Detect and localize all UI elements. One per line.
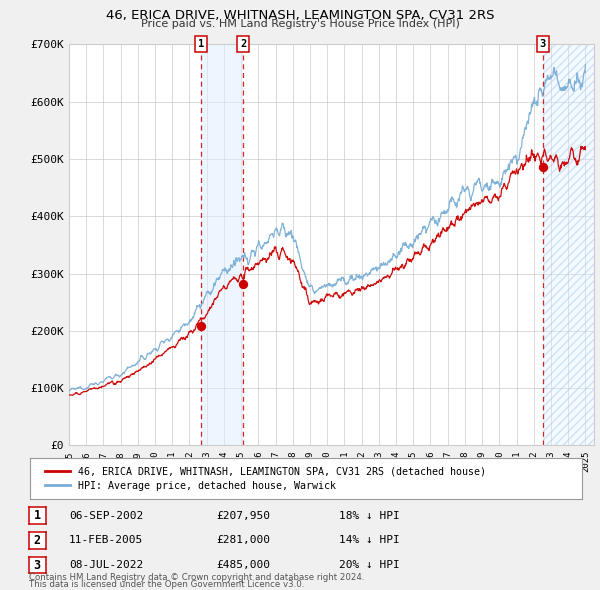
Text: 1: 1	[34, 509, 41, 522]
Text: 11-FEB-2005: 11-FEB-2005	[69, 536, 143, 545]
Text: 18% ↓ HPI: 18% ↓ HPI	[339, 511, 400, 520]
Point	[538, 163, 548, 172]
Text: £281,000: £281,000	[216, 536, 270, 545]
Bar	[543, 44, 594, 445]
Text: 14% ↓ HPI: 14% ↓ HPI	[339, 536, 400, 545]
Legend: 46, ERICA DRIVE, WHITNASH, LEAMINGTON SPA, CV31 2RS (detached house), HPI: Avera: 46, ERICA DRIVE, WHITNASH, LEAMINGTON SP…	[41, 462, 490, 495]
Text: £207,950: £207,950	[216, 511, 270, 520]
Point	[238, 280, 248, 289]
Text: 3: 3	[539, 40, 546, 49]
Text: Contains HM Land Registry data © Crown copyright and database right 2024.: Contains HM Land Registry data © Crown c…	[29, 573, 364, 582]
Text: 20% ↓ HPI: 20% ↓ HPI	[339, 560, 400, 570]
Text: 2: 2	[240, 40, 246, 49]
Text: 2: 2	[34, 534, 41, 547]
Point	[196, 322, 206, 331]
Bar	[543, 44, 594, 445]
Text: 46, ERICA DRIVE, WHITNASH, LEAMINGTON SPA, CV31 2RS: 46, ERICA DRIVE, WHITNASH, LEAMINGTON SP…	[106, 9, 494, 22]
Text: 1: 1	[198, 40, 204, 49]
Text: 3: 3	[34, 559, 41, 572]
Text: 08-JUL-2022: 08-JUL-2022	[69, 560, 143, 570]
Text: Price paid vs. HM Land Registry's House Price Index (HPI): Price paid vs. HM Land Registry's House …	[140, 19, 460, 29]
Bar	[201, 44, 243, 445]
Text: 06-SEP-2002: 06-SEP-2002	[69, 511, 143, 520]
Text: £485,000: £485,000	[216, 560, 270, 570]
Text: This data is licensed under the Open Government Licence v3.0.: This data is licensed under the Open Gov…	[29, 581, 304, 589]
